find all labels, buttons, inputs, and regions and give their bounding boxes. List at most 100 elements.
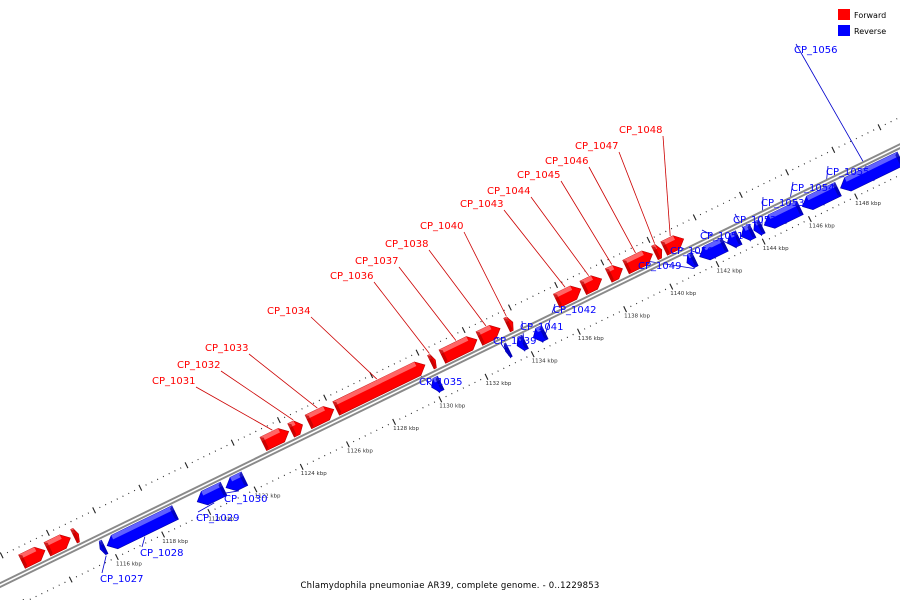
upper-track-major-tick	[139, 485, 142, 491]
lower-track-minor-tick	[584, 328, 585, 329]
upper-track-major-tick	[693, 215, 696, 221]
lower-track-minor-tick	[850, 199, 851, 200]
gene-block-cp_1047	[652, 245, 662, 260]
upper-tick-track	[0, 102, 900, 581]
gene-label-cp_1055: CP_1055	[826, 167, 869, 178]
lower-track-minor-tick	[867, 190, 868, 191]
upper-track-major-tick	[185, 462, 188, 468]
lower-track-major-tick	[855, 194, 858, 200]
lower-track-major-tick	[762, 239, 765, 245]
gene-label-cp_1027: CP_1027	[100, 574, 143, 585]
upper-track-minor-tick	[65, 524, 66, 525]
lower-track-minor-tick	[423, 407, 424, 408]
upper-track-minor-tick	[897, 118, 898, 119]
lower-track-minor-tick	[515, 362, 516, 363]
upper-track-minor-tick	[527, 299, 528, 300]
lower-track-minor-tick	[833, 207, 834, 208]
leader-line	[464, 232, 506, 316]
upper-track-minor-tick	[284, 417, 285, 418]
upper-track-minor-tick	[521, 301, 522, 302]
lower-track-minor-tick	[42, 593, 43, 594]
lower-track-minor-tick	[278, 478, 279, 479]
leader-line	[663, 136, 670, 236]
upper-track-minor-tick	[261, 428, 262, 429]
upper-track-minor-tick	[781, 175, 782, 176]
upper-track-minor-tick	[498, 313, 499, 314]
gene-label-cp_1028: CP_1028	[140, 548, 183, 559]
lower-track-minor-tick	[839, 204, 840, 205]
upper-track-minor-tick	[227, 445, 228, 446]
upper-track-minor-tick	[53, 530, 54, 531]
upper-track-major-tick	[832, 147, 835, 153]
lower-track-minor-tick	[723, 261, 724, 262]
gene-label-cp_1049: CP_1049	[638, 261, 681, 272]
gene-label-cp_1037: CP_1037	[355, 256, 398, 267]
upper-track-minor-tick	[192, 462, 193, 463]
gene-label-cp_1030: CP_1030	[224, 494, 267, 505]
lower-track-minor-tick	[215, 509, 216, 510]
gene-block	[71, 528, 80, 543]
scale-label: 1130 kbp	[439, 404, 465, 410]
lower-track-minor-tick	[660, 292, 661, 293]
upper-track-minor-tick	[198, 459, 199, 460]
upper-track-minor-tick	[573, 276, 574, 277]
lower-track-minor-tick	[221, 506, 222, 507]
gene-label-cp_1039: CP_1039	[493, 336, 536, 347]
upper-track-minor-tick	[377, 372, 378, 373]
upper-track-minor-tick	[666, 231, 667, 232]
lower-track-minor-tick	[128, 551, 129, 552]
lower-track-minor-tick	[325, 455, 326, 456]
lower-track-minor-tick	[284, 475, 285, 476]
lower-track-minor-tick	[94, 568, 95, 569]
upper-track-major-tick	[601, 260, 604, 266]
leader-line	[399, 267, 456, 341]
scale-label: 1144 kbp	[763, 246, 789, 252]
upper-track-minor-tick	[319, 400, 320, 401]
legend-reverse-label: Reverse	[854, 27, 886, 36]
upper-track-minor-tick	[400, 361, 401, 362]
upper-track-minor-tick	[313, 403, 314, 404]
upper-track-minor-tick	[798, 166, 799, 167]
upper-track-minor-tick	[816, 158, 817, 159]
upper-track-minor-tick	[59, 527, 60, 528]
upper-track-minor-tick	[423, 349, 424, 350]
lower-track-minor-tick	[677, 283, 678, 284]
upper-track-minor-tick	[891, 121, 892, 122]
lower-track-minor-tick	[631, 306, 632, 307]
lower-track-minor-tick	[890, 179, 891, 180]
gene-body	[333, 362, 425, 415]
leader-line	[429, 250, 486, 326]
lower-track-minor-tick	[654, 295, 655, 296]
leader-line	[142, 537, 145, 547]
upper-track-minor-tick	[458, 332, 459, 333]
upper-track-major-tick	[786, 169, 789, 175]
lower-track-minor-tick	[151, 540, 152, 541]
lower-track-major-tick	[624, 306, 627, 312]
legend-reverse-swatch	[838, 25, 850, 36]
upper-track-minor-tick	[302, 408, 303, 409]
upper-track-minor-tick	[181, 468, 182, 469]
lower-track-minor-tick	[821, 213, 822, 214]
leader-line	[504, 210, 565, 287]
lower-track-minor-tick	[758, 244, 759, 245]
upper-track-minor-tick	[735, 197, 736, 198]
upper-track-minor-tick	[487, 318, 488, 319]
lower-track-minor-tick	[873, 188, 874, 189]
lower-track-minor-tick	[342, 447, 343, 448]
lower-track-minor-tick	[59, 585, 60, 586]
scale-label: 1146 kbp	[809, 223, 835, 229]
upper-track-minor-tick	[770, 180, 771, 181]
upper-track-minor-tick	[388, 366, 389, 367]
legend-forward-label: Forward	[854, 11, 886, 20]
lower-track-minor-tick	[781, 233, 782, 234]
lower-track-major-tick	[716, 261, 719, 267]
lower-track-minor-tick	[417, 410, 418, 411]
lower-track-minor-tick	[538, 351, 539, 352]
upper-track-minor-tick	[88, 513, 89, 514]
lower-track-minor-tick	[140, 545, 141, 546]
upper-track-major-tick	[324, 395, 327, 401]
upper-track-major-tick	[555, 282, 558, 288]
upper-track-minor-tick	[810, 161, 811, 162]
lower-track-minor-tick	[180, 526, 181, 527]
upper-track-minor-tick	[481, 321, 482, 322]
